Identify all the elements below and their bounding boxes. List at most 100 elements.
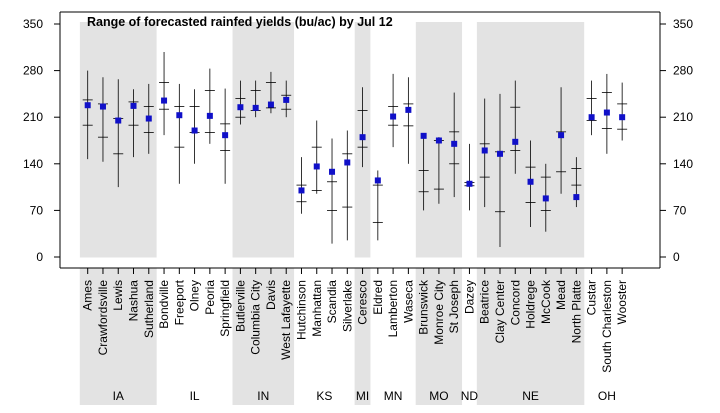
y-tick-left-label: 210 [23,110,43,124]
y-tick-right-label: 210 [673,110,693,124]
site-label: Nashua [127,280,141,322]
median-marker [496,150,503,157]
median-marker [313,163,320,170]
median-marker [359,134,366,141]
site-range-clay-center [494,93,505,248]
median-marker [222,132,229,139]
site-range-mead [556,87,567,194]
median-marker [542,195,549,202]
site-range-dazey [464,143,475,211]
site-range-davis [265,71,276,114]
median-marker [191,127,198,134]
site-range-columbia-city [250,80,261,118]
state-label-ne: NE [522,389,539,403]
site-labels: Ames Crawfordsville Lewis Nashua Sutherland B… [81,279,629,373]
shade-gap-mi [354,257,371,268]
site-label: St Joseph [447,280,461,333]
median-marker [115,117,122,124]
y-tick-right-label: 280 [673,64,693,78]
y-tick-left-label: 70 [30,203,44,217]
median-marker [161,97,168,104]
median-marker [451,140,458,147]
site-range-olney [189,89,200,164]
chart-title: Range of forecasted rainfed yields (bu/a… [87,15,393,29]
x-ticks [87,268,623,274]
median-marker [405,106,412,113]
site-range-north-platte [571,157,582,208]
site-range-brunswick [418,132,429,211]
median-marker [527,178,534,185]
median-marker [466,180,473,187]
site-label: Freeport [172,279,186,325]
site-range-eldred [372,170,383,241]
site-label: Springfield [218,280,232,337]
site-label: Bondville [157,280,171,329]
site-range-beatrice [479,98,490,208]
site-label: Columbia City [249,280,263,355]
site-label: South Charleston [600,280,614,373]
site-label: Concord [508,280,522,325]
state-label-mn: MN [384,389,403,403]
site-label: Ceresco [356,280,370,325]
site-range-mccook [540,163,551,232]
site-ranges [82,51,628,248]
state-label-mi: MI [356,389,369,403]
shade-label-ne [476,268,585,405]
site-label: Davis [264,280,278,310]
site-range-lewis [113,79,124,188]
site-range-peoria [204,68,215,144]
shade-gap-ia [79,257,157,268]
median-marker [329,168,336,175]
site-label: Peoria [203,280,217,315]
site-range-silverlake [342,130,353,241]
median-marker [374,177,381,184]
y-ticks-left: 0 70 140 210 280 350 [23,17,60,264]
median-marker [267,101,274,108]
site-range-waseca [403,77,414,164]
site-label: Lewis [111,280,125,311]
median-marker [512,138,519,145]
y-tick-left-label: 280 [23,64,43,78]
median-marker [619,114,626,121]
y-tick-left-label: 350 [23,17,43,31]
site-label: Lamberton [386,280,400,337]
site-label: West Lafayette [279,280,293,360]
site-label: Beatrice [478,280,492,324]
median-marker [603,109,610,116]
state-label-ks: KS [316,389,332,403]
site-range-monroe-city [433,137,444,204]
site-range-scandia [327,138,338,244]
median-marker [344,159,351,166]
site-range-custar [586,80,597,136]
shade-gap-in [232,257,295,268]
median-marker [99,103,106,110]
y-tick-right-label: 70 [673,203,687,217]
site-range-manhattan [311,120,322,194]
state-label-il: IL [190,389,200,403]
state-label-ia: IA [113,389,124,403]
site-range-ames [82,70,93,160]
shade-gap-ne [476,257,585,268]
median-marker [130,102,137,109]
y-ticks-right: 0 70 140 210 280 350 [660,17,693,264]
y-tick-left-label: 0 [36,250,43,264]
y-tick-left-label: 140 [23,157,43,171]
y-tick-right-label: 140 [673,157,693,171]
site-range-hutchinson [296,157,307,214]
median-marker [283,96,290,103]
median-marker [206,112,213,119]
site-label: Custar [585,280,599,315]
median-marker [176,112,183,119]
site-range-lamberton [388,73,399,148]
site-range-sutherland [143,83,154,154]
state-label-nd: ND [461,389,479,403]
state-label-oh: OH [598,389,616,403]
median-marker [252,104,259,111]
median-marker [390,113,397,120]
median-marker [481,147,488,154]
median-marker [573,194,580,201]
site-label: Monroe City [432,280,446,345]
state-labels: IA IL IN KS MI MN MO ND NE OH [113,389,616,403]
site-label: Butlerville [233,280,247,332]
